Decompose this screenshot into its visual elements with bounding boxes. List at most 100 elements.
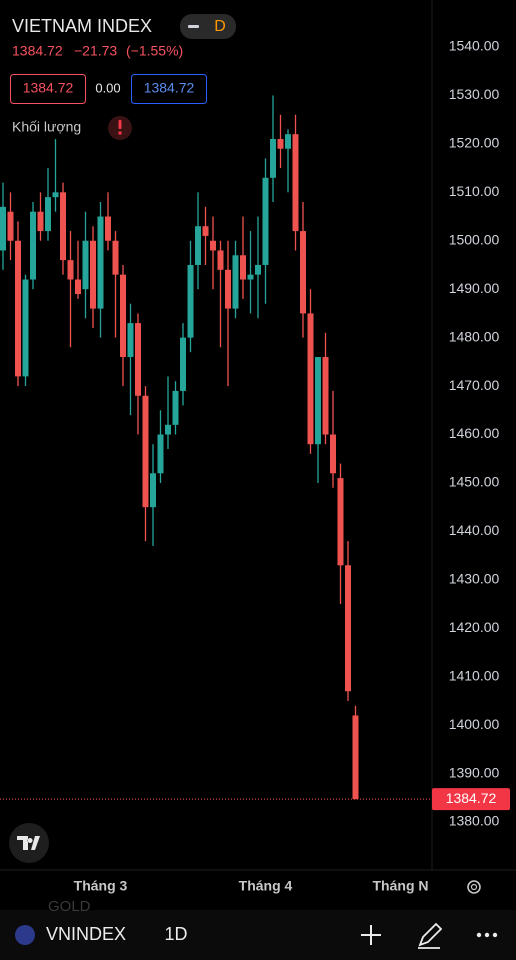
x-tick-label: Tháng 3 [74,878,128,894]
last-price-tag [432,788,510,811]
candle-body [45,197,51,232]
candle-body [202,226,209,236]
gear-hub [470,883,478,891]
add-icon[interactable] [361,925,381,945]
change-pct: (−1.55%) [126,43,183,59]
y-tick-label: 1490.00 [449,280,500,296]
y-tick-label: 1440.00 [449,522,500,538]
y-tick-label: 1430.00 [449,571,500,587]
sell-box[interactable] [10,74,86,104]
candle-body [37,211,44,232]
candle-body [307,313,314,445]
candle-body [247,274,254,280]
y-tick-label: 1540.00 [449,38,500,54]
more-icon[interactable] [476,932,498,938]
tv-logo[interactable] [9,823,49,863]
dot [484,932,490,938]
candle-body [292,134,299,232]
candle-body [135,323,141,396]
candle-body [277,139,284,149]
candle-body [322,357,329,435]
y-tick-label: 1450.00 [449,474,500,490]
warning-mark [118,120,122,129]
candle-body [15,240,21,377]
candle-body [105,216,111,241]
y-tick-label: 1420.00 [449,619,500,635]
candle-body [270,139,276,178]
candle-body [97,216,104,309]
chart-title: VIETNAM INDEX [12,16,152,36]
interval: D [214,18,226,35]
candle-body [172,390,179,425]
candle-body [127,323,134,358]
y-tick-label: 1500.00 [449,231,500,247]
x-tick-label: Tháng 4 [239,878,293,894]
dot [476,932,482,938]
last-price: 1384.72 [12,43,63,59]
candle-body [232,255,239,309]
symbol-logo [15,925,35,945]
candle-body [7,211,14,241]
y-tick-label: 1530.00 [449,86,500,102]
candle-body [82,240,89,290]
warning-dot [118,131,122,135]
tv-logo-mark [17,836,40,850]
candle-body [337,478,344,566]
candle-body [22,279,29,377]
y-tick-label: 1470.00 [449,377,500,393]
collapse-icon [188,25,199,28]
candle-body [180,337,186,391]
y-tick-label: 1510.00 [449,183,500,199]
last-price-label: 1384.72 [446,790,497,806]
buy-price: 1384.72 [144,80,195,96]
gear [467,880,481,894]
candle-body [210,240,216,251]
candle-body [52,192,59,198]
interval-badge[interactable] [180,14,236,39]
y-tick-label: 1380.00 [449,813,500,829]
candle-body [112,240,119,275]
candle-body [240,255,246,280]
candle-body [90,240,96,309]
watermark: GOLD [48,898,91,915]
candle-body [330,434,336,474]
draw-icon[interactable] [418,922,443,949]
candle-body [30,211,36,280]
candle-body [195,226,201,265]
y-tick-label: 1400.00 [449,716,500,732]
candle-body [157,434,164,474]
y-tick-label: 1480.00 [449,328,500,344]
candle-body [315,357,321,445]
x-tick-label: Tháng N [373,878,429,894]
candle-body [255,264,261,275]
candle-body [165,424,171,435]
spread: 0.00 [95,80,120,95]
y-tick-label: 1460.00 [449,425,500,441]
buy-box[interactable] [131,74,207,104]
sell-price: 1384.72 [23,80,74,96]
candle-body [67,260,74,280]
toolbar [0,910,516,960]
plot: 1380.00 1390.00 1400.00 1410.00 1420.00 1430.… [0,38,500,894]
candle-body [120,274,126,358]
candle-body [187,264,194,338]
candle-body [142,395,149,508]
candle-body [75,279,81,295]
candle-body [345,565,351,692]
candle-body [0,206,6,251]
candle-body [225,269,231,309]
candle-body [300,231,306,314]
candle-body [217,250,224,270]
toolbar-interval[interactable]: 1D [164,924,187,944]
settings-icon[interactable] [467,880,481,894]
dot [492,932,498,938]
y-tick-label: 1410.00 [449,667,500,683]
candle-body [352,715,359,800]
indicator: Khối lượng [12,119,81,135]
symbol[interactable]: VNINDEX [46,924,126,944]
y-tick-label: 1520.00 [449,135,500,151]
candle-body [150,473,156,508]
candle-body [285,134,291,149]
